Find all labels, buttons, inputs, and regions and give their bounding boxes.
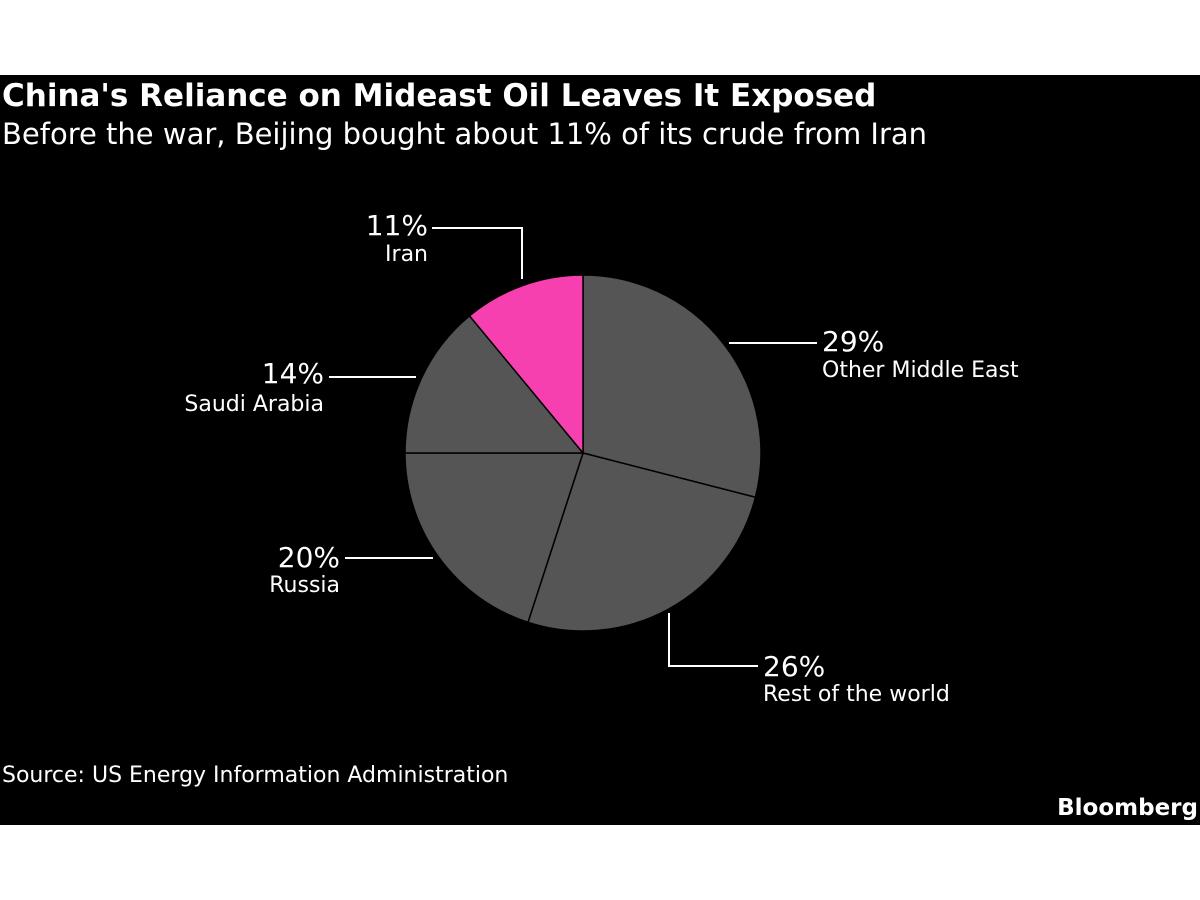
bloomberg-logo: Bloomberg [1057, 795, 1198, 821]
chart-panel: China's Reliance on Mideast Oil Leaves I… [0, 75, 1200, 825]
pie-slice-other-middle-east [582, 274, 762, 499]
value-label-other-middle-east: 29% [822, 325, 884, 358]
value-label-saudi-arabia: 14% [262, 357, 324, 390]
source-note: Source: US Energy Information Administra… [2, 763, 509, 788]
pie-slice-iran [468, 274, 584, 456]
category-label-iran: Iran [385, 242, 428, 267]
pie-slice-saudi-arabia [404, 314, 585, 454]
leader-line-iran [432, 227, 523, 279]
category-label-saudi-arabia: Saudi Arabia [184, 392, 324, 417]
pie-slice-rest-of-the-world [527, 452, 757, 632]
pie-chart: 29%Other Middle East 26%Rest of the world… [184, 209, 1019, 707]
value-label-iran: 11% [366, 209, 428, 242]
category-label-rest-of-the-world: Rest of the world [763, 682, 950, 707]
pie-slice-russia [404, 452, 585, 624]
value-label-rest-of-the-world: 26% [763, 650, 825, 683]
category-label-russia: Russia [269, 573, 340, 598]
chart-title: China's Reliance on Mideast Oil Leaves I… [2, 78, 877, 114]
leader-line-rest-of-the-world [668, 613, 758, 667]
value-label-russia: 20% [278, 541, 340, 574]
category-label-other-middle-east: Other Middle East [822, 358, 1019, 383]
chart-subtitle: Before the war, Beijing bought about 11%… [2, 117, 928, 151]
